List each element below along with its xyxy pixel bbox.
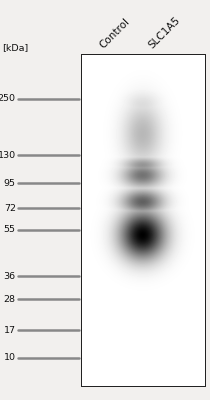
Text: 72: 72 <box>4 204 16 213</box>
Text: 250: 250 <box>0 94 16 103</box>
Text: [kDa]: [kDa] <box>2 43 28 52</box>
Text: 17: 17 <box>4 326 16 335</box>
Bar <box>205 0 210 400</box>
Text: 55: 55 <box>4 226 16 234</box>
Bar <box>0 386 210 400</box>
Text: Control: Control <box>98 17 132 51</box>
Text: 36: 36 <box>4 272 16 281</box>
Text: 130: 130 <box>0 151 16 160</box>
Text: 95: 95 <box>4 179 16 188</box>
Text: 10: 10 <box>4 353 16 362</box>
Bar <box>0 0 81 400</box>
Bar <box>81 54 205 386</box>
Text: 28: 28 <box>4 294 16 304</box>
Text: SLC1A5: SLC1A5 <box>146 15 182 51</box>
Bar <box>81 54 205 386</box>
Bar <box>0 0 210 54</box>
